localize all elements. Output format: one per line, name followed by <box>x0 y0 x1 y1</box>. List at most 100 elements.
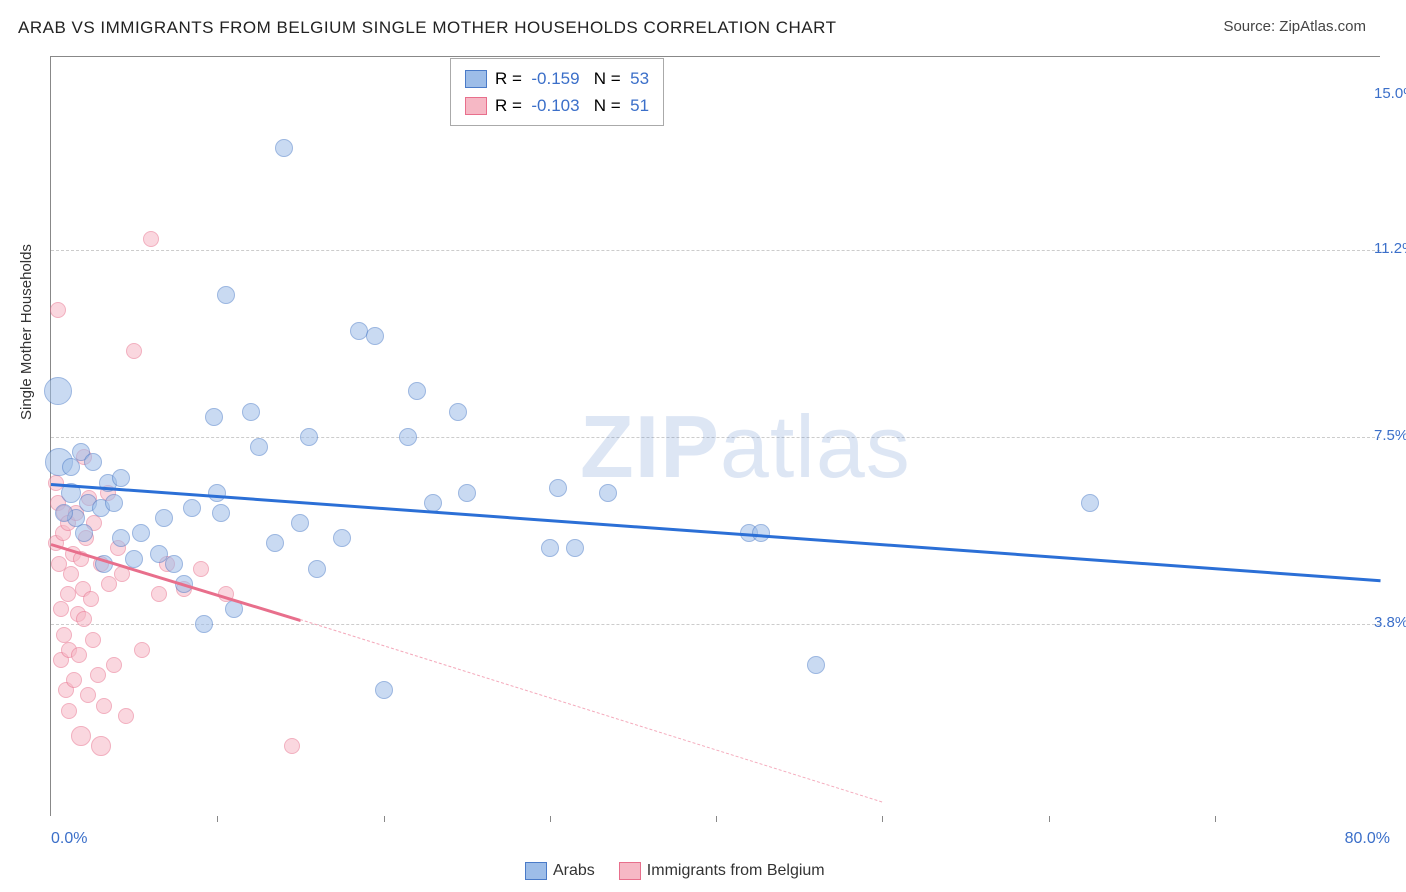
legend-stats-belgium: R = -0.103 N = 51 <box>495 92 649 119</box>
data-point-belgium <box>91 736 111 756</box>
data-point-arabs <box>424 494 442 512</box>
chart-title: ARAB VS IMMIGRANTS FROM BELGIUM SINGLE M… <box>18 18 836 38</box>
data-point-arabs <box>807 656 825 674</box>
data-point-belgium <box>61 703 77 719</box>
x-max-label: 80.0% <box>1345 830 1390 848</box>
data-point-arabs <box>408 382 426 400</box>
data-point-arabs <box>291 514 309 532</box>
data-point-belgium <box>126 343 142 359</box>
x-tick <box>716 816 717 822</box>
data-point-arabs <box>195 615 213 633</box>
data-point-arabs <box>566 539 584 557</box>
y-tick-label: 15.0% <box>1374 85 1406 102</box>
data-point-belgium <box>143 231 159 247</box>
data-point-belgium <box>71 647 87 663</box>
data-point-arabs <box>308 560 326 578</box>
data-point-arabs <box>242 403 260 421</box>
y-tick-label: 7.5% <box>1374 427 1406 444</box>
data-point-arabs <box>55 504 73 522</box>
gridline-h <box>51 624 1380 625</box>
correlation-legend: R = -0.159 N = 53R = -0.103 N = 51 <box>450 58 664 126</box>
data-point-arabs <box>132 524 150 542</box>
x-tick <box>217 816 218 822</box>
data-point-belgium <box>101 576 117 592</box>
data-point-arabs <box>183 499 201 517</box>
legend-stats-arabs: R = -0.159 N = 53 <box>495 65 649 92</box>
y-tick-label: 11.2% <box>1374 240 1406 257</box>
data-point-belgium <box>50 302 66 318</box>
series-legend-item-belgium: Immigrants from Belgium <box>619 862 825 880</box>
series-label-arabs: Arabs <box>553 862 595 880</box>
data-point-arabs <box>208 484 226 502</box>
watermark-text: ZIPatlas <box>580 396 911 498</box>
legend-swatch-arabs <box>465 70 487 88</box>
data-point-arabs <box>350 322 368 340</box>
data-point-belgium <box>118 708 134 724</box>
series-swatch-belgium <box>619 862 641 880</box>
data-point-arabs <box>458 484 476 502</box>
series-legend-item-arabs: Arabs <box>525 862 595 880</box>
data-point-arabs <box>275 139 293 157</box>
data-point-belgium <box>90 667 106 683</box>
data-point-arabs <box>541 539 559 557</box>
data-point-arabs <box>449 403 467 421</box>
data-point-arabs <box>399 428 417 446</box>
data-point-arabs <box>375 681 393 699</box>
x-min-label: 0.0% <box>51 830 87 848</box>
legend-row-arabs: R = -0.159 N = 53 <box>465 65 649 92</box>
data-point-belgium <box>66 672 82 688</box>
data-point-belgium <box>83 591 99 607</box>
data-point-arabs <box>333 529 351 547</box>
x-tick <box>550 816 551 822</box>
trend-line <box>300 619 882 802</box>
x-tick <box>882 816 883 822</box>
data-point-arabs <box>62 458 80 476</box>
x-tick <box>384 816 385 822</box>
data-point-arabs <box>300 428 318 446</box>
data-point-belgium <box>71 726 91 746</box>
data-point-arabs <box>44 377 72 405</box>
data-point-arabs <box>217 286 235 304</box>
data-point-arabs <box>75 524 93 542</box>
data-point-belgium <box>151 586 167 602</box>
series-label-belgium: Immigrants from Belgium <box>647 862 825 880</box>
data-point-belgium <box>63 566 79 582</box>
data-point-belgium <box>80 687 96 703</box>
data-point-arabs <box>105 494 123 512</box>
data-point-arabs <box>549 479 567 497</box>
data-point-belgium <box>56 627 72 643</box>
data-point-belgium <box>76 611 92 627</box>
y-axis-label: Single Mother Households <box>18 244 35 420</box>
data-point-arabs <box>212 504 230 522</box>
data-point-arabs <box>366 327 384 345</box>
data-point-belgium <box>284 738 300 754</box>
series-legend: Arabs Immigrants from Belgium <box>525 862 825 880</box>
data-point-belgium <box>60 586 76 602</box>
legend-row-belgium: R = -0.103 N = 51 <box>465 92 649 119</box>
data-point-arabs <box>112 529 130 547</box>
data-point-belgium <box>85 632 101 648</box>
data-point-belgium <box>134 642 150 658</box>
data-point-arabs <box>250 438 268 456</box>
watermark-bold: ZIP <box>580 397 720 496</box>
watermark-rest: atlas <box>720 397 911 496</box>
data-point-arabs <box>205 408 223 426</box>
x-tick <box>1049 816 1050 822</box>
data-point-belgium <box>96 698 112 714</box>
data-point-arabs <box>266 534 284 552</box>
data-point-arabs <box>165 555 183 573</box>
data-point-belgium <box>106 657 122 673</box>
data-point-arabs <box>112 469 130 487</box>
gridline-h <box>51 250 1380 251</box>
legend-swatch-belgium <box>465 97 487 115</box>
data-point-arabs <box>1081 494 1099 512</box>
series-swatch-arabs <box>525 862 547 880</box>
data-point-arabs <box>155 509 173 527</box>
data-point-belgium <box>53 601 69 617</box>
data-point-arabs <box>125 550 143 568</box>
x-tick <box>1215 816 1216 822</box>
y-tick-label: 3.8% <box>1374 614 1406 631</box>
data-point-arabs <box>84 453 102 471</box>
chart-source: Source: ZipAtlas.com <box>1223 18 1366 35</box>
data-point-belgium <box>193 561 209 577</box>
